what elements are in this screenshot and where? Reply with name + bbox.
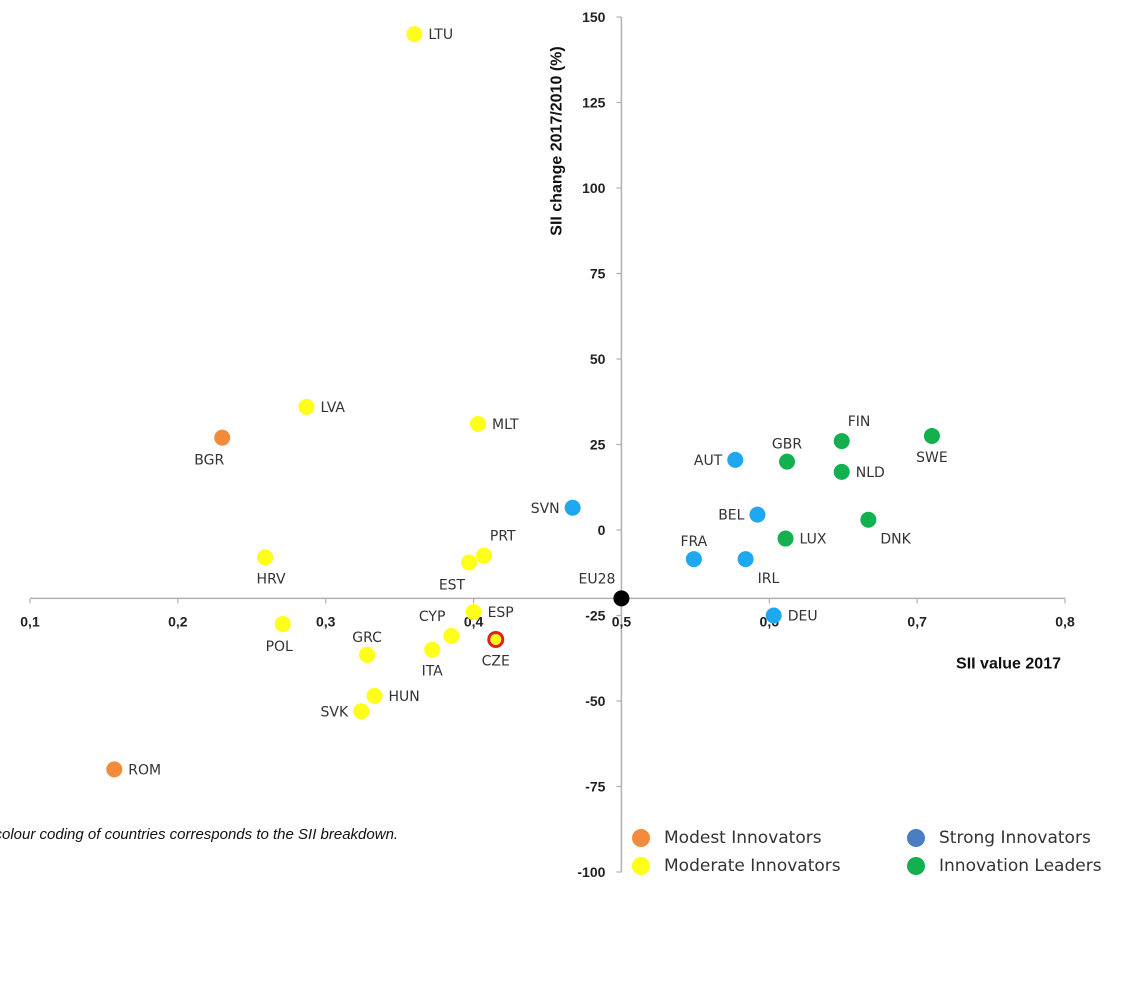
data-point-rom: [106, 761, 123, 778]
data-point-ltu: [406, 26, 423, 43]
point-label-est: EST: [439, 577, 466, 593]
legend-item-modest: Modest Innovators: [632, 828, 822, 848]
legend-label-modest: Modest Innovators: [664, 828, 822, 848]
legend-swatch-modest: [632, 829, 650, 847]
point-label-eu28: EU28: [579, 571, 616, 587]
legend-item-strong: Strong Innovators: [907, 828, 1091, 848]
legend-label-strong: Strong Innovators: [939, 828, 1091, 848]
point-label-hrv: HRV: [257, 571, 286, 587]
legend-swatch-moderate: [632, 857, 650, 875]
chart-note: e colour coding of countries corresponds…: [0, 826, 399, 843]
y-tick-label: 0: [598, 522, 606, 538]
x-tick-label: 0,3: [316, 613, 336, 629]
point-label-swe: SWE: [916, 450, 948, 466]
point-label-bel: BEL: [718, 508, 744, 524]
data-point-dnk: [860, 511, 877, 528]
data-point-deu: [765, 607, 782, 624]
legend-item-moderate: Moderate Innovators: [632, 856, 841, 876]
point-label-dnk: DNK: [880, 532, 911, 548]
point-label-svn: SVN: [531, 501, 560, 517]
point-label-esp: ESP: [488, 605, 514, 621]
point-label-bgr: BGR: [194, 453, 224, 469]
x-tick-label: 0,7: [907, 613, 927, 629]
point-label-lva: LVA: [320, 400, 345, 416]
data-point-swe: [923, 427, 940, 444]
y-tick-label: -50: [585, 693, 605, 709]
data-point-svn: [564, 499, 581, 516]
point-label-pol: POL: [266, 639, 293, 655]
x-axis-title: SII value 2017: [956, 655, 1061, 672]
data-point-fra: [685, 551, 702, 568]
point-label-svk: SVK: [321, 704, 349, 720]
point-label-aut: AUT: [694, 453, 723, 469]
data-point-eu28: [613, 590, 630, 607]
data-point-prt: [475, 547, 492, 564]
data-point-fin: [833, 433, 850, 450]
x-tick-label: 0,1: [20, 613, 40, 629]
legend-item-leaders: Innovation Leaders: [907, 856, 1102, 876]
data-point-irl: [737, 551, 754, 568]
point-label-ltu: LTU: [428, 27, 453, 43]
y-tick-label: 125: [582, 95, 606, 111]
data-point-lva: [298, 398, 315, 415]
data-point-bel: [749, 506, 766, 523]
point-label-cyp: CYP: [419, 609, 446, 625]
data-point-lux: [777, 530, 794, 547]
data-point-hrv: [257, 549, 274, 566]
data-point-gbr: [779, 453, 796, 470]
data-point-pol: [274, 616, 291, 633]
data-point-hun: [366, 687, 383, 704]
y-tick-label: 150: [582, 9, 606, 25]
point-label-lux: LUX: [800, 532, 827, 548]
point-label-rom: ROM: [128, 762, 161, 778]
x-tick-label: 0,5: [612, 613, 632, 629]
point-label-irl: IRL: [758, 571, 780, 587]
y-tick-label: -75: [585, 779, 605, 795]
point-label-deu: DEU: [788, 609, 818, 625]
legend-swatch-strong: [907, 829, 925, 847]
y-tick-label: 50: [590, 351, 606, 367]
point-label-cze: CZE: [482, 653, 510, 669]
point-label-mlt: MLT: [492, 417, 519, 433]
legend-label-moderate: Moderate Innovators: [664, 856, 841, 876]
x-tick-label: 0,2: [168, 613, 188, 629]
data-point-esp: [465, 604, 482, 621]
y-tick-label: 100: [582, 180, 606, 196]
data-point-cze: [487, 630, 505, 648]
data-point-svk: [353, 703, 370, 720]
data-point-cyp: [443, 628, 460, 645]
point-label-grc: GRC: [352, 630, 382, 646]
point-label-gbr: GBR: [772, 437, 802, 453]
legend-label-leaders: Innovation Leaders: [939, 856, 1102, 876]
y-tick-label: -25: [585, 608, 605, 624]
data-point-aut: [727, 451, 744, 468]
data-point-bgr: [214, 429, 231, 446]
y-axis-title: SII change 2017/2010 (%): [548, 46, 565, 235]
legend-swatch-leaders: [907, 857, 925, 875]
data-point-nld: [833, 463, 850, 480]
point-label-prt: PRT: [490, 529, 516, 545]
point-label-ita: ITA: [422, 664, 444, 680]
y-tick-label: 25: [590, 437, 606, 453]
data-point-mlt: [470, 415, 487, 432]
data-point-est: [461, 554, 478, 571]
y-tick-label: -100: [577, 864, 605, 880]
data-point-ita: [424, 641, 441, 658]
y-tick-label: 75: [590, 266, 606, 282]
x-tick-label: 0,8: [1055, 613, 1075, 629]
point-label-fra: FRA: [680, 534, 707, 550]
data-point-grc: [359, 646, 376, 663]
point-label-nld: NLD: [856, 465, 885, 481]
point-label-hun: HUN: [389, 689, 420, 705]
point-label-fin: FIN: [848, 414, 871, 430]
